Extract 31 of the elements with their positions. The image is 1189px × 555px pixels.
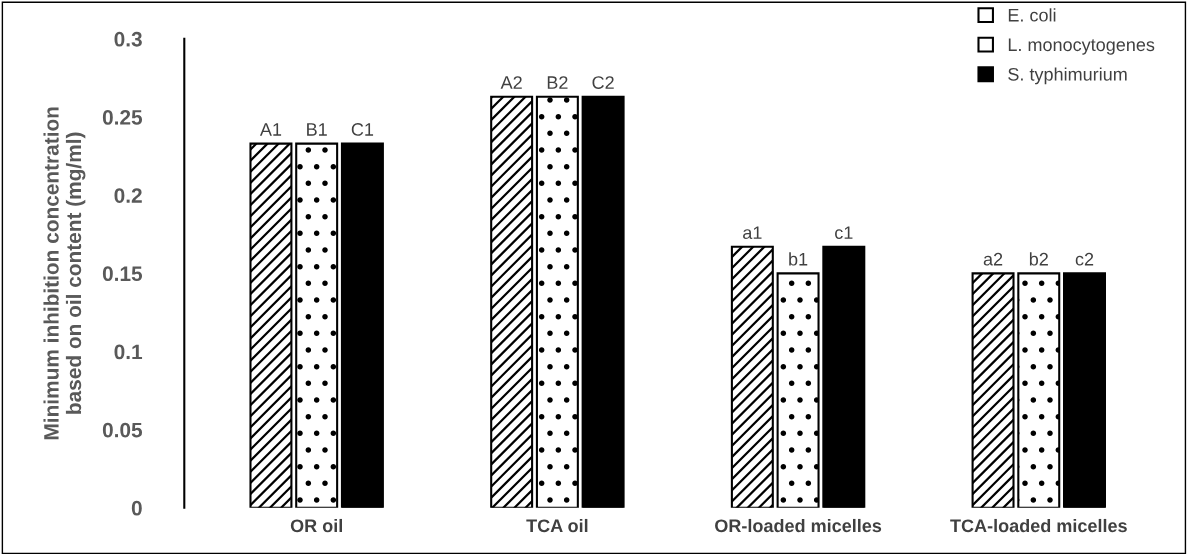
data-label: a1 (743, 226, 762, 240)
data-label: A2 (500, 76, 522, 89)
bar (822, 245, 866, 508)
data-label: B1 (307, 123, 327, 136)
legend-label: E. coli (1008, 8, 1056, 22)
legend-label: L. monocytogenes (1008, 38, 1155, 55)
bar (1063, 272, 1107, 508)
bar (581, 95, 625, 508)
data-label: C2 (592, 76, 614, 89)
y-tick-label: 0.05 (102, 422, 143, 438)
x-tick-label: OR oil (290, 518, 342, 533)
data-label: a2 (983, 252, 1003, 266)
x-tick-label: TCA-loaded micelles (950, 518, 1127, 533)
data-label: C1 (351, 123, 374, 136)
x-tick-label: TCA oil (526, 518, 588, 533)
data-label: b2 (1029, 252, 1048, 266)
y-tick-label: 0.3 (114, 31, 142, 47)
y-tick-label: 0 (131, 500, 142, 516)
data-label: b1 (789, 252, 808, 266)
data-label: c1 (835, 226, 853, 240)
y-tick-label: 0.15 (102, 266, 143, 282)
legend-label: S. typhimurium (1008, 67, 1127, 85)
x-tick-label: OR-loaded micelles (715, 518, 882, 533)
data-label: A1 (259, 123, 282, 136)
bar (340, 142, 384, 508)
data-label: c2 (1075, 252, 1094, 266)
data-label: B2 (547, 76, 568, 89)
y-axis-title: Minimum inhibition concentration based on oil content (mg/ml) (43, 107, 86, 440)
y-tick-label: 0.2 (114, 188, 142, 203)
y-tick-label: 0.25 (102, 110, 143, 125)
y-tick-label: 0.1 (114, 344, 143, 360)
